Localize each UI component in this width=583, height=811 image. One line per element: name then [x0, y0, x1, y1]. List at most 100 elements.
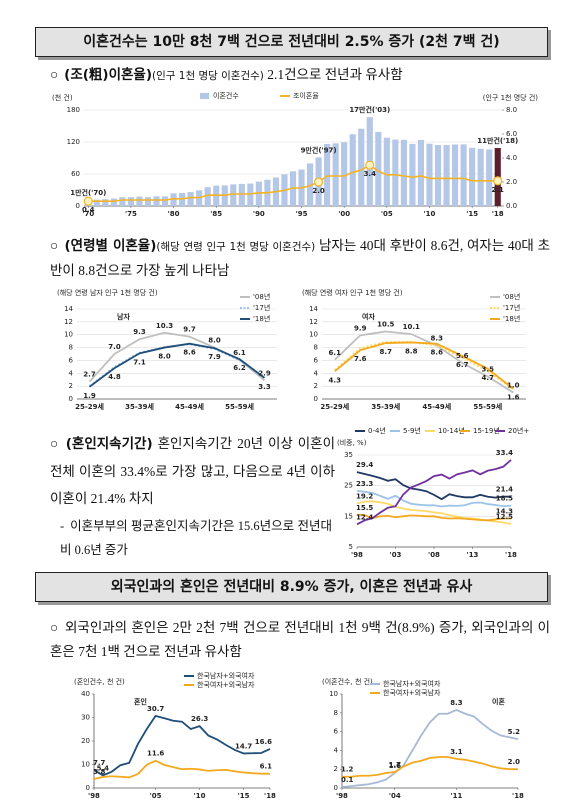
- data-label: 11만건('18): [477, 136, 518, 145]
- y-tick-label: 14: [309, 305, 318, 313]
- bar: [153, 196, 160, 206]
- bar: [110, 198, 117, 206]
- data-label: 5.6: [456, 352, 469, 360]
- data-label: 6.2: [233, 364, 246, 372]
- bar: [187, 192, 194, 206]
- bar: [426, 143, 433, 206]
- legend-label: 10-14년: [438, 426, 465, 435]
- y-tick-label: 30: [81, 714, 90, 722]
- line: [93, 759, 270, 780]
- bar: [144, 197, 152, 206]
- y-tick-label: 120: [67, 138, 80, 146]
- line: [356, 459, 512, 526]
- data-label: 2.9: [258, 369, 271, 377]
- data-label: 1.6: [389, 762, 402, 770]
- data-label: 1.0: [507, 382, 520, 390]
- x-tick-label: '18: [505, 551, 517, 559]
- y-tick-label: 2: [314, 382, 318, 390]
- data-label: 16.6: [255, 738, 272, 746]
- bullet-marker: ○: [50, 436, 60, 451]
- x-tick-label: '70: [82, 210, 94, 218]
- data-label: 8.3: [450, 699, 463, 707]
- bar: [306, 163, 314, 206]
- line: [88, 164, 498, 202]
- x-tick-label: 55-59세: [225, 402, 254, 411]
- y-tick-label: 8: [314, 344, 318, 352]
- x-tick-label: 25-29세: [75, 402, 104, 411]
- y-axis-label: (이혼건수, 천 건): [322, 677, 373, 686]
- bar: [324, 143, 331, 206]
- y-axis-label: (혼인건수, 천 건): [74, 677, 125, 686]
- y-tick-label: 4.0: [506, 154, 517, 162]
- bullet-marker: -: [60, 519, 65, 533]
- legend-swatch: [200, 93, 209, 99]
- x-tick-label: '10: [194, 792, 206, 800]
- line: [356, 513, 511, 522]
- x-tick-label: 45-49세: [422, 402, 451, 411]
- x-tick-label: '03: [390, 551, 402, 559]
- line: [356, 471, 511, 501]
- data-label: 3.8: [93, 768, 106, 776]
- point: [365, 160, 375, 170]
- data-label: 10.5: [377, 321, 394, 329]
- data-label: 14.7: [235, 742, 252, 750]
- x-tick-label: '05: [150, 792, 162, 800]
- bar: [375, 131, 382, 206]
- data-label: 19.2: [356, 492, 373, 500]
- y-tick-label: 60: [71, 170, 80, 178]
- bullet-text: 외국인과의 혼인은 2만 2천 7백 건으로 전년대비 1천 9백 건(8.9%…: [50, 620, 550, 659]
- x-tick-label: 35-39세: [125, 402, 154, 411]
- chart: (비중, %) 5 15 25 35 '98 '03 '08 '13 '18 29.4 21.4 23.…: [337, 426, 529, 559]
- legend-label: 한국남자+외국여자: [197, 671, 255, 680]
- section-header: 외국인과의 혼인은 전년대비 8.9% 증가, 이혼은 전년과 유사: [35, 572, 548, 602]
- legend-label: 한국남자+외국여자: [383, 679, 441, 688]
- x-tick-label: '05: [381, 210, 393, 218]
- data-label: 2.7: [83, 371, 96, 379]
- bar: [486, 149, 493, 206]
- bullet-text: 혼인지속기간 20년 이상 이혼이 전체 이혼의 33.4%로 가장 많고, 다…: [50, 436, 336, 506]
- x-tick-label: '18: [492, 210, 504, 218]
- y2-axis-label: (인구 1천 명당 건): [483, 93, 538, 102]
- bullet: ○ (연령별 이혼율)(해당 연령 인구 1천 명당 이혼건수) 남자는 40대 …: [50, 234, 550, 283]
- legend-label: 5-9년: [403, 426, 421, 435]
- y-tick-label: 14: [64, 305, 73, 313]
- data-label: 0.4: [82, 206, 95, 214]
- x-tick-label: '18: [512, 792, 524, 800]
- y-tick-label: 2: [334, 765, 338, 773]
- data-label: 23.3: [356, 480, 373, 488]
- y-tick-label: 4: [69, 369, 74, 377]
- bar: [460, 144, 467, 206]
- line: [341, 709, 519, 788]
- data-label: 2.0: [312, 187, 325, 195]
- point: [313, 177, 324, 187]
- chart: (이혼건수, 천 건) 이혼 0 2 4 6 8 10 '98 '04 '11 '18 0.1 1.6 8.…: [322, 677, 524, 800]
- data-label: 7.7: [93, 759, 106, 767]
- data-label: 10.1: [403, 323, 420, 331]
- data-label: 10.3: [156, 322, 173, 330]
- x-tick-label: '00: [338, 210, 350, 218]
- y-tick-label: 20: [81, 737, 90, 745]
- bar: [204, 187, 211, 206]
- bullet-marker: ○: [50, 67, 59, 82]
- y-tick-label: 12: [309, 318, 318, 326]
- y-tick-label: 12: [64, 318, 73, 326]
- chart: (혼인건수, 천 건) 혼인 0 10 20 30 40 '98 '05 '10 '15 '18 7.7…: [74, 671, 276, 800]
- data-label: 6.1: [329, 349, 342, 357]
- legend-label: '17년: [503, 303, 520, 312]
- bar: [102, 199, 109, 206]
- data-label: 7.0: [108, 343, 121, 351]
- section-header: 이혼건수는 10만 8천 7백 건으로 전년대비 2.5% 증가 (2천 7백 …: [35, 27, 548, 57]
- data-label: 1.2: [341, 766, 354, 774]
- legend-label: 0-4년: [368, 426, 386, 435]
- bullet-note: (해당 연령 인구 1천 명당 이혼건수): [156, 241, 316, 253]
- bullet-keyword: (연령별 이혼율): [64, 238, 157, 254]
- bar: [469, 147, 476, 206]
- y-tick-label: 2.0: [506, 178, 517, 186]
- y-tick-label: 2: [69, 382, 73, 390]
- data-label: 9만건('97): [301, 145, 337, 154]
- bullet-marker: ○: [50, 238, 59, 253]
- data-label: 17만건('03): [349, 105, 390, 114]
- chart: (천 건) (인구 1천 명당 건) 0 60 120 180 0.0 2.0 4.0 6.0 8.…: [52, 91, 538, 218]
- data-label: 9.3: [133, 328, 146, 336]
- bullet-keyword: (조(粗)이혼율): [64, 67, 153, 83]
